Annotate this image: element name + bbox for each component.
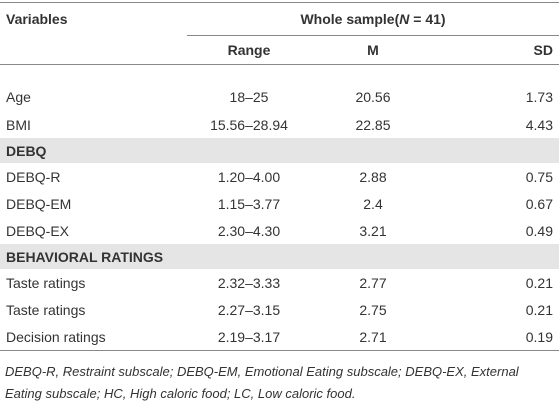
row-label: DEBQ-EM	[6, 195, 72, 212]
header-text: N	[399, 11, 410, 27]
section-title: DEBQ	[0, 138, 559, 163]
data-row: Decision ratings 2.19–3.17 2.71 0.19	[0, 323, 559, 351]
footnote: DEBQ-R, Restraint subscale; DEBQ-EM, Emo…	[5, 364, 519, 401]
section-row: BEHAVIORAL RATINGS	[0, 244, 559, 269]
data-row: DEBQ-EM 1.15–3.77 2.4 0.67	[0, 190, 559, 217]
cell: 2.88	[359, 168, 387, 185]
data-row: Age 18–25 20.56 1.73	[0, 65, 559, 112]
cell: 1.15–3.77	[217, 195, 281, 212]
row-label: BMI	[6, 116, 31, 133]
data-row: Taste ratings 2.32–3.33 2.77 0.21	[0, 269, 559, 296]
cell: 2.71	[359, 328, 387, 345]
cell: 2.19–3.17	[217, 328, 281, 345]
header-cell: M	[311, 35, 435, 65]
data-table: Variables Whole sample(N = 41) Range M S…	[0, 2, 559, 351]
header-text: = 41)	[409, 11, 446, 27]
cell: 2.4	[363, 195, 383, 212]
group-header: Whole sample(N = 41)	[187, 2, 559, 36]
header-cell: Range	[187, 35, 311, 65]
header-text: Whole sample(	[300, 11, 400, 27]
cell: 2.30–4.30	[217, 222, 281, 239]
cell: 0.49	[525, 222, 553, 239]
row-label: Decision ratings	[6, 328, 106, 345]
header-row: Range M SD	[0, 35, 559, 65]
cell: 2.77	[359, 274, 387, 291]
cell: 0.21	[525, 274, 553, 291]
cell: 2.32–3.33	[217, 274, 281, 291]
cell: 4.43	[525, 116, 553, 133]
cell: 0.67	[525, 195, 553, 212]
section-row: DEBQ	[0, 138, 559, 163]
row-label: Taste ratings	[6, 301, 86, 318]
row-label: DEBQ-EX	[6, 222, 70, 239]
cell: 18–25	[229, 89, 269, 105]
row-label: Taste ratings	[6, 274, 86, 291]
cell: 3.21	[359, 222, 387, 239]
cell: 0.19	[525, 328, 553, 345]
data-row: DEBQ-R 1.20–4.00 2.88 0.75	[0, 163, 559, 190]
header-cell: SD	[435, 35, 559, 65]
table-head: Variables Whole sample(N = 41) Range M S…	[0, 2, 559, 65]
data-row: DEBQ-EX 2.30–4.30 3.21 0.49	[0, 217, 559, 244]
table-body: Age 18–25 20.56 1.73 BMI 15.56–28.94 22.85 4.43…	[0, 65, 559, 351]
header-cell: Variables	[6, 11, 68, 28]
cell: 15.56–28.94	[210, 116, 288, 133]
cell: 20.56	[355, 89, 391, 105]
header-cell	[0, 35, 187, 65]
row-label: DEBQ-R	[6, 168, 61, 185]
cell: 2.75	[359, 301, 387, 318]
cell: 1.20–4.00	[217, 168, 281, 185]
data-row: Taste ratings 2.27–3.15 2.75 0.21	[0, 296, 559, 323]
cell: 0.75	[525, 168, 553, 185]
cell: 1.73	[525, 89, 553, 105]
data-row: BMI 15.56–28.94 22.85 4.43	[0, 111, 559, 138]
cell: 2.27–3.15	[217, 301, 281, 318]
row-label: Age	[6, 89, 31, 105]
header-row: Variables Whole sample(N = 41)	[0, 2, 559, 36]
cell: 0.21	[525, 301, 553, 318]
cell: 22.85	[355, 116, 391, 133]
section-title: BEHAVIORAL RATINGS	[0, 244, 559, 269]
